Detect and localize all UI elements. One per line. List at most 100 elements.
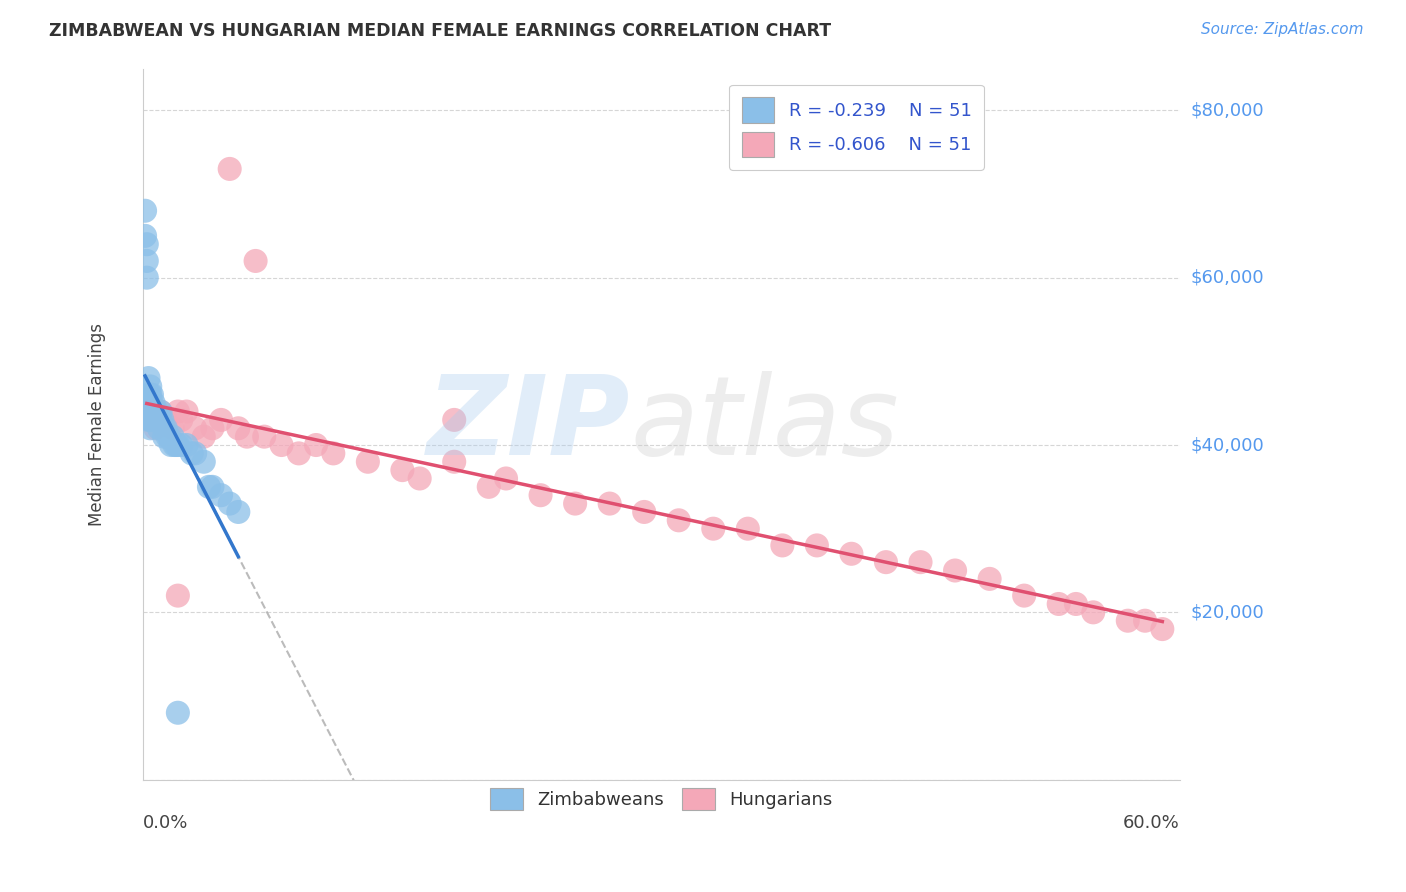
Point: [218, 497, 240, 511]
Point: [841, 547, 863, 561]
Point: [253, 430, 276, 444]
Point: [138, 396, 160, 410]
Point: [141, 388, 163, 402]
Point: [668, 513, 690, 527]
Point: [145, 421, 167, 435]
Point: [162, 421, 184, 435]
Point: [218, 161, 240, 176]
Point: [875, 555, 897, 569]
Point: [145, 404, 167, 418]
Point: [236, 430, 259, 444]
Point: [443, 413, 465, 427]
Point: [529, 488, 551, 502]
Point: [176, 404, 198, 418]
Point: [408, 471, 430, 485]
Point: [702, 522, 724, 536]
Point: [270, 438, 292, 452]
Point: [245, 254, 267, 268]
Point: [139, 404, 162, 418]
Point: [564, 497, 586, 511]
Point: [135, 237, 157, 252]
Point: [979, 572, 1001, 586]
Point: [167, 438, 190, 452]
Point: [142, 396, 165, 410]
Text: 0.0%: 0.0%: [143, 814, 188, 832]
Point: [1083, 605, 1105, 619]
Point: [135, 254, 157, 268]
Point: [167, 706, 190, 720]
Point: [149, 404, 172, 418]
Point: [139, 379, 162, 393]
Point: [193, 430, 215, 444]
Point: [138, 388, 160, 402]
Point: [209, 413, 232, 427]
Point: [305, 438, 328, 452]
Point: [1116, 614, 1139, 628]
Point: [157, 430, 180, 444]
Point: [141, 413, 163, 427]
Point: [1047, 597, 1070, 611]
Point: [287, 446, 309, 460]
Point: [139, 413, 162, 427]
Point: [478, 480, 501, 494]
Point: [201, 421, 224, 435]
Point: [146, 404, 169, 418]
Point: [141, 404, 163, 418]
Text: $80,000: $80,000: [1191, 102, 1264, 120]
Point: [153, 430, 176, 444]
Text: $60,000: $60,000: [1191, 268, 1264, 286]
Point: [142, 413, 165, 427]
Point: [165, 438, 187, 452]
Point: [160, 438, 183, 452]
Point: [209, 488, 232, 502]
Point: [138, 371, 160, 385]
Point: [599, 497, 621, 511]
Point: [1012, 589, 1035, 603]
Point: [170, 413, 193, 427]
Point: [149, 413, 172, 427]
Legend: Zimbabweans, Hungarians: Zimbabweans, Hungarians: [484, 780, 839, 817]
Text: $20,000: $20,000: [1191, 603, 1264, 622]
Point: [737, 522, 759, 536]
Point: [139, 421, 162, 435]
Point: [139, 388, 162, 402]
Point: [135, 404, 157, 418]
Text: $40,000: $40,000: [1191, 436, 1264, 454]
Point: [180, 446, 202, 460]
Point: [170, 438, 193, 452]
Point: [167, 589, 190, 603]
Point: [139, 413, 162, 427]
Point: [156, 430, 179, 444]
Point: [163, 438, 186, 452]
Point: [155, 413, 177, 427]
Point: [153, 421, 176, 435]
Point: [391, 463, 413, 477]
Point: [910, 555, 932, 569]
Point: [142, 404, 165, 418]
Point: [201, 480, 224, 494]
Text: ZIP: ZIP: [427, 370, 630, 477]
Point: [1152, 622, 1174, 636]
Point: [148, 421, 170, 435]
Point: [162, 430, 184, 444]
Point: [495, 471, 517, 485]
Point: [138, 404, 160, 418]
Point: [149, 404, 172, 418]
Point: [770, 538, 793, 552]
Text: atlas: atlas: [630, 370, 898, 477]
Point: [228, 421, 250, 435]
Point: [228, 505, 250, 519]
Point: [443, 455, 465, 469]
Point: [176, 438, 198, 452]
Point: [193, 455, 215, 469]
Point: [1133, 614, 1156, 628]
Point: [184, 446, 207, 460]
Text: Source: ZipAtlas.com: Source: ZipAtlas.com: [1201, 22, 1364, 37]
Point: [135, 270, 157, 285]
Point: [198, 480, 221, 494]
Point: [155, 421, 177, 435]
Point: [322, 446, 344, 460]
Point: [167, 404, 190, 418]
Point: [148, 413, 170, 427]
Point: [943, 564, 966, 578]
